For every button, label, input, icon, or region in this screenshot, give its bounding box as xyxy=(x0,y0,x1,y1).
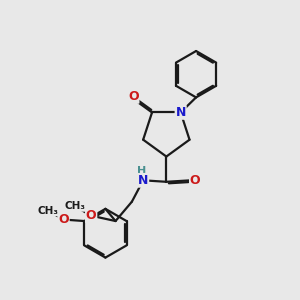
Text: CH₃: CH₃ xyxy=(38,206,58,216)
Text: N: N xyxy=(176,106,186,119)
Text: O: O xyxy=(58,213,69,226)
Text: O: O xyxy=(190,174,200,187)
Text: H: H xyxy=(137,166,146,176)
Text: N: N xyxy=(138,174,148,187)
Text: O: O xyxy=(86,209,97,222)
Text: O: O xyxy=(128,90,139,103)
Text: methoxy_label: methoxy_label xyxy=(73,201,84,203)
Text: CH₃: CH₃ xyxy=(64,201,85,211)
Text: methoxy: methoxy xyxy=(80,208,86,210)
